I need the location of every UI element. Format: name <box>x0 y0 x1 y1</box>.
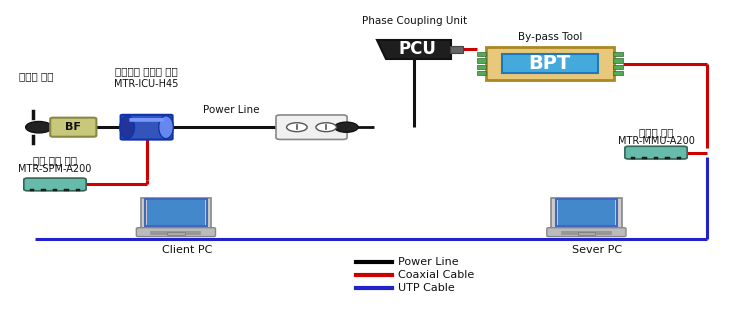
FancyBboxPatch shape <box>141 198 211 228</box>
Bar <box>41 189 45 191</box>
Bar <box>613 58 623 63</box>
Text: BPT: BPT <box>528 54 571 73</box>
Text: UTP Cable: UTP Cable <box>398 283 454 293</box>
Text: PCU: PCU <box>398 40 436 58</box>
Text: MTR-MMU-A200: MTR-MMU-A200 <box>618 135 694 146</box>
Bar <box>476 58 487 63</box>
FancyBboxPatch shape <box>50 118 97 137</box>
Bar <box>613 65 623 69</box>
Text: 마스터 모뎀: 마스터 모뎀 <box>638 127 674 137</box>
Text: Coaxial Cable: Coaxial Cable <box>398 270 474 280</box>
Bar <box>613 71 623 75</box>
Text: 블로킹 필터: 블로킹 필터 <box>19 71 54 81</box>
Bar <box>476 52 487 56</box>
FancyBboxPatch shape <box>130 118 164 122</box>
Text: Sever PC: Sever PC <box>572 245 622 255</box>
Circle shape <box>316 123 336 132</box>
Text: By-pass Tool: By-pass Tool <box>517 31 582 42</box>
FancyBboxPatch shape <box>276 115 347 139</box>
Text: Client PC: Client PC <box>162 245 212 255</box>
FancyBboxPatch shape <box>450 46 463 53</box>
Bar <box>666 157 670 159</box>
Polygon shape <box>377 40 451 59</box>
Text: Power Line: Power Line <box>398 257 459 267</box>
Text: Phase Coupling Unit: Phase Coupling Unit <box>361 16 467 26</box>
Bar <box>631 157 636 159</box>
Ellipse shape <box>120 116 135 139</box>
Circle shape <box>334 122 358 132</box>
FancyBboxPatch shape <box>625 146 688 159</box>
Bar <box>29 189 34 191</box>
FancyBboxPatch shape <box>147 200 205 225</box>
FancyBboxPatch shape <box>547 228 626 237</box>
Bar <box>53 189 57 191</box>
Bar <box>76 189 81 191</box>
FancyBboxPatch shape <box>120 115 173 140</box>
Bar <box>476 65 487 69</box>
FancyBboxPatch shape <box>23 178 86 191</box>
Bar <box>476 71 487 75</box>
FancyBboxPatch shape <box>551 198 622 228</box>
Bar <box>613 52 623 56</box>
Text: 복합 통신 장치: 복합 통신 장치 <box>33 156 77 166</box>
Ellipse shape <box>158 116 174 139</box>
Bar <box>654 157 658 159</box>
Bar <box>167 232 185 235</box>
Bar <box>677 157 682 159</box>
Text: BF: BF <box>65 122 81 132</box>
FancyBboxPatch shape <box>136 228 216 237</box>
Text: MTR-SPM-A200: MTR-SPM-A200 <box>18 164 92 174</box>
Circle shape <box>26 121 52 133</box>
Text: MTR-ICU-H45: MTR-ICU-H45 <box>114 79 179 89</box>
Bar <box>578 232 595 235</box>
FancyBboxPatch shape <box>501 54 597 73</box>
Bar <box>65 189 69 191</box>
Text: Power Line: Power Line <box>202 105 259 115</box>
Bar <box>642 157 647 159</box>
Text: 비접촉식 커플링 유닛: 비접촉식 커플링 유닛 <box>115 66 178 77</box>
Circle shape <box>287 123 307 132</box>
FancyBboxPatch shape <box>558 200 615 225</box>
FancyBboxPatch shape <box>485 47 614 80</box>
